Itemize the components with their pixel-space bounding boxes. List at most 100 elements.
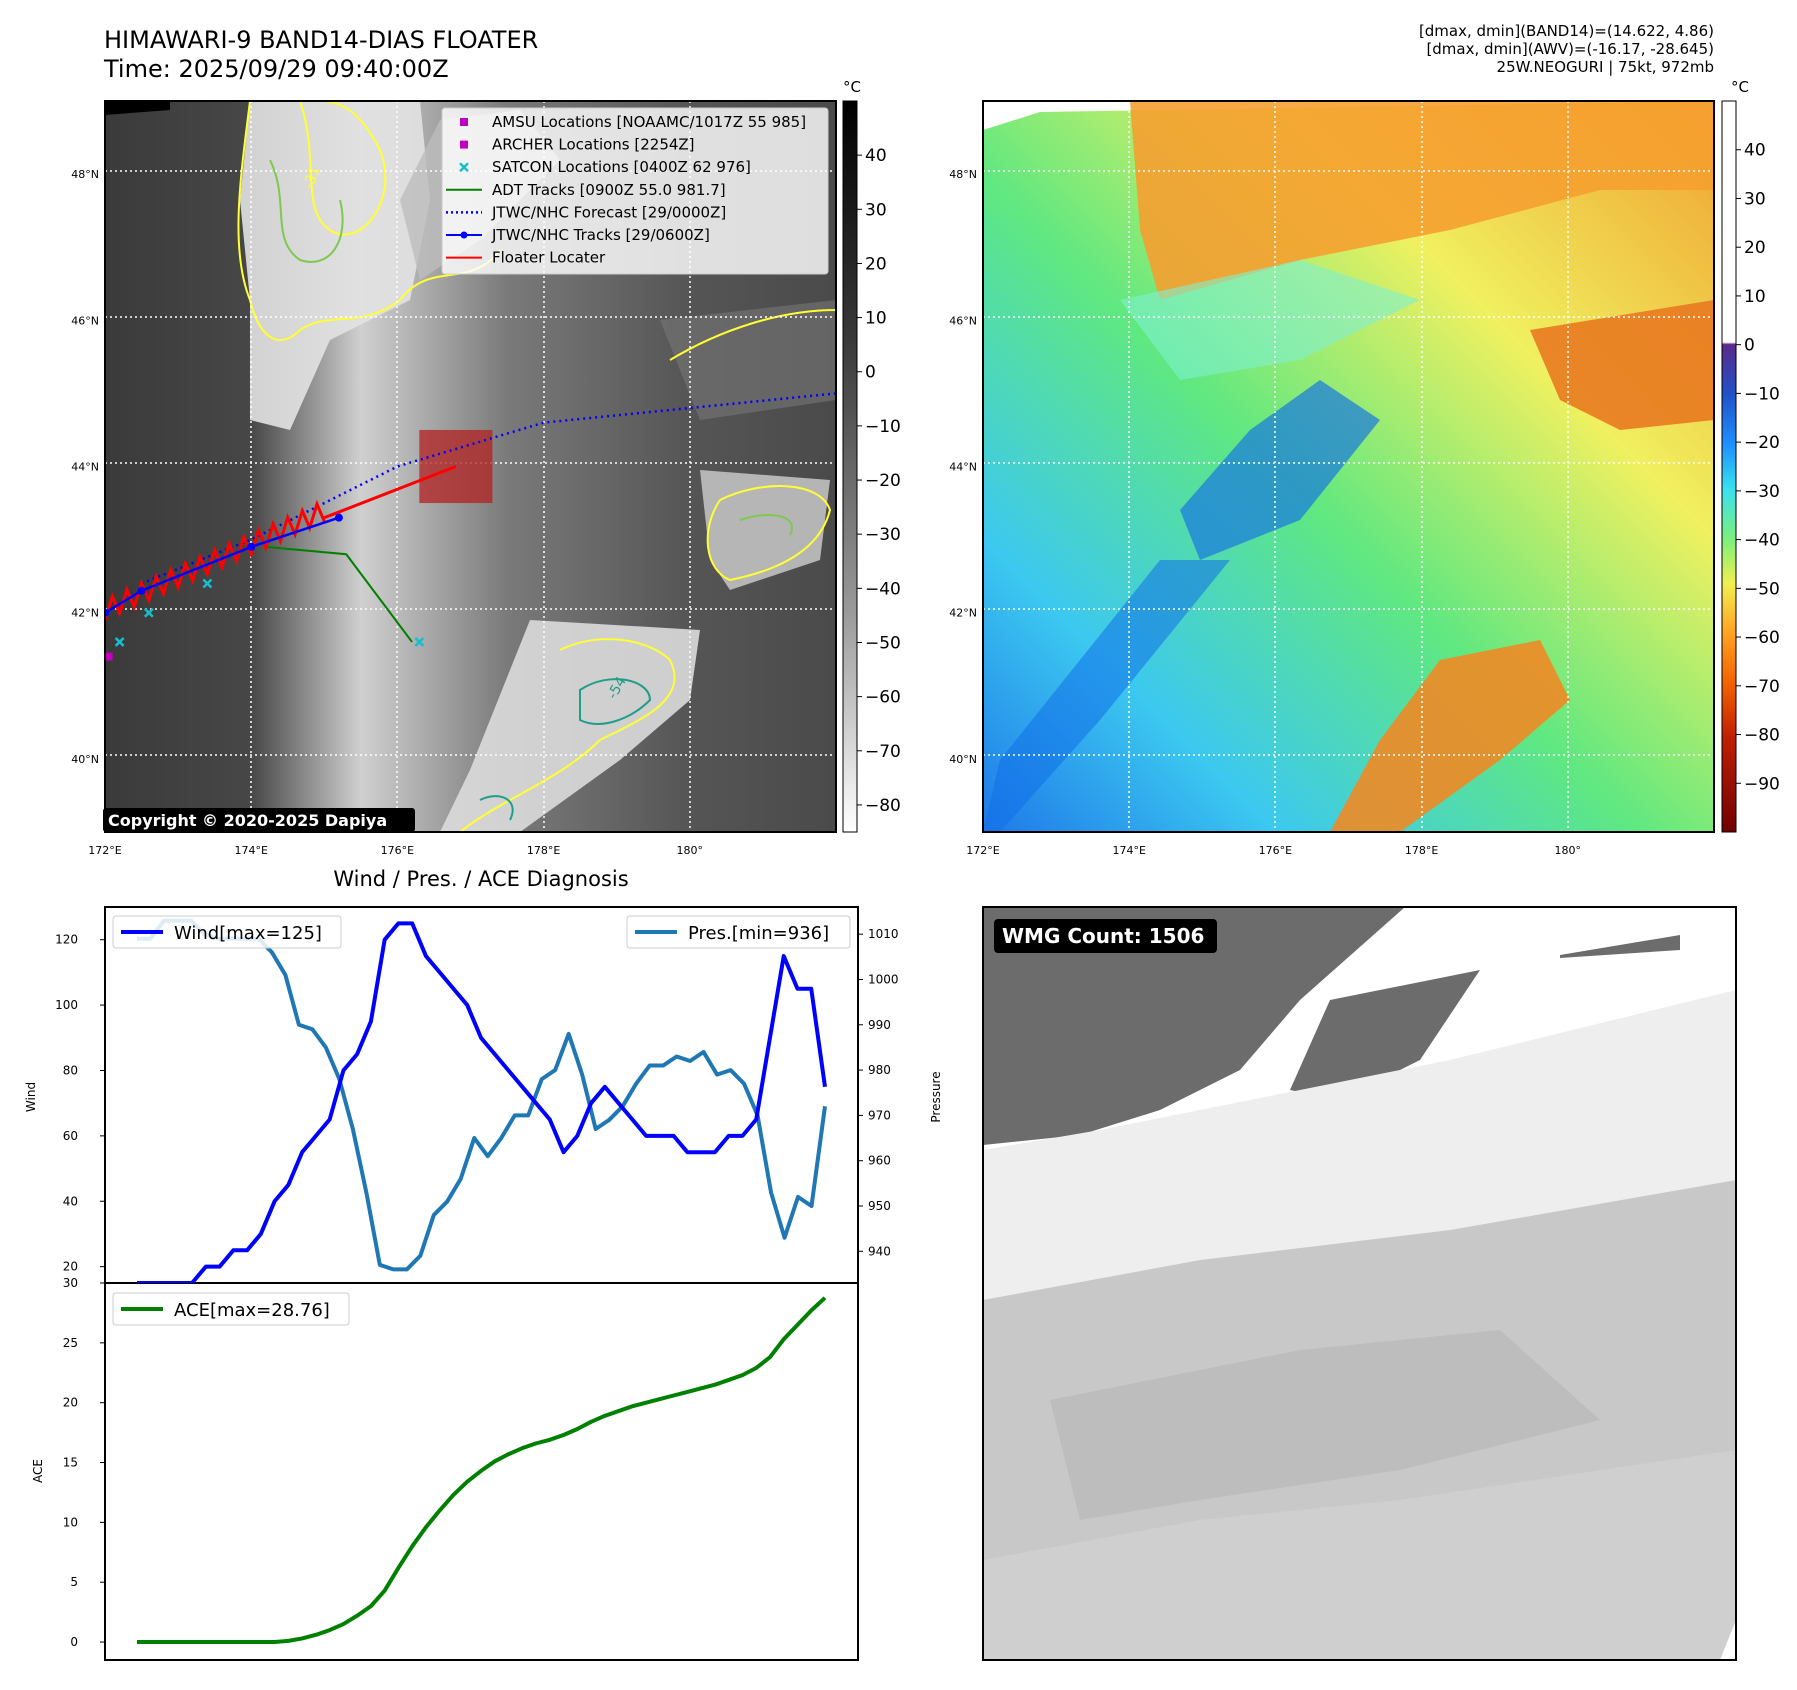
colorbar-tick-label: 0 — [865, 363, 876, 383]
lon-tick-label: 178°E — [527, 844, 560, 857]
copyright-text: Copyright © 2020-2025 Dapiya — [108, 811, 387, 830]
awv-colorbar — [1721, 100, 1737, 833]
figure-title: HIMAWARI-9 BAND14-DIAS FLOATER Time: 202… — [104, 26, 538, 84]
awv-axis-labels: 172°E 174°E 176°E 178°E 180° 48°N 46°N 44°N 42°N… — [949, 168, 1581, 857]
y-tick-label: 990 — [868, 1018, 891, 1032]
y-tick-label: 1010 — [868, 927, 899, 941]
colorbar-tick-label: 10 — [865, 309, 887, 329]
ir-colorbar-ticks: 40 30 20 10 0 −10 −20 −30 −40 −50 −60 −70 −80 — [857, 146, 901, 816]
lat-tick-label: 40°N — [949, 753, 977, 766]
colorbar-tick-label: −10 — [865, 417, 901, 437]
y-tick-label: 40 — [63, 1194, 78, 1208]
colorbar-tick-label: 30 — [1744, 189, 1766, 209]
y-tick-label: 20 — [63, 1396, 78, 1410]
lat-tick-label: 40°N — [71, 753, 99, 766]
adt-track-line — [265, 545, 413, 643]
storm-info-text: 25W.NEOGURI | 75kt, 972mb — [1496, 58, 1714, 76]
lat-tick-label: 46°N — [71, 314, 99, 327]
pressure-legend-label: Pres.[min=936] — [688, 923, 829, 944]
ace-axis-label: ACE — [31, 1459, 45, 1483]
pressure-legend: Pres.[min=936] — [626, 915, 851, 949]
ir-legend: AMSU Locations [NOAAMC/1017Z 55 985] ARCH… — [441, 107, 829, 275]
lat-tick-label: 48°N — [949, 168, 977, 181]
copyright-badge: Copyright © 2020-2025 Dapiya — [103, 808, 415, 832]
colorbar-tick-label: −70 — [865, 742, 901, 762]
y-tick-label: 25 — [63, 1336, 78, 1350]
awv-image — [983, 101, 1714, 832]
satcon-point — [414, 637, 425, 647]
colorbar-tick-label: 10 — [1744, 287, 1766, 307]
ir-colorbar-unit: °C — [843, 78, 861, 96]
pressure-axis-label: Pressure — [929, 1071, 943, 1122]
colorbar-tick-label: −60 — [865, 688, 901, 708]
colorbar-tick-label: −20 — [865, 471, 901, 491]
wind-series-line — [137, 921, 827, 1283]
colorbar-tick-label: 0 — [1744, 336, 1755, 356]
colorbar-tick-label: −30 — [865, 525, 901, 545]
satcon-point — [202, 578, 213, 589]
legend-label: ADT Tracks [0900Z 55.0 981.7] — [492, 181, 726, 199]
wind-axis-label: Wind — [24, 1082, 38, 1112]
legend-item: JTWC/NHC Tracks [29/0600Z] — [446, 226, 710, 244]
colorbar-tick-label: −50 — [1744, 579, 1780, 599]
figure-info: [dmax, dmin](BAND14)=(14.622, 4.86) [dma… — [1419, 22, 1714, 76]
jtwc-track-point — [247, 542, 256, 551]
wmg-panel: WMG Count: 1506 — [982, 906, 1737, 1661]
wmg-count-label: WMG Count: 1506 — [1002, 924, 1204, 948]
timestamp-title: Time: 2025/09/29 09:40:00Z — [104, 55, 449, 83]
y-tick-label: 950 — [868, 1199, 891, 1213]
wmg-count-badge — [994, 919, 1217, 953]
legend-label: AMSU Locations [NOAAMC/1017Z 55 985] — [492, 113, 806, 131]
ace-series-line — [137, 1296, 827, 1645]
ir-colorbar — [842, 100, 858, 833]
ace-legend: ACE[max=28.76] — [112, 1292, 350, 1326]
ir-tracks — [105, 392, 836, 661]
jtwc-track-point — [137, 586, 146, 595]
colorbar-tick-label: −50 — [865, 633, 901, 653]
band14-range-text: [dmax, dmin](BAND14)=(14.622, 4.86) — [1418, 22, 1714, 40]
colorbar-tick-label: −40 — [865, 579, 901, 599]
ir-axis-labels: 172°E 174°E 176°E 178°E 180° 48°N 46°N 44°N 42°N… — [71, 168, 703, 857]
colorbar-tick-label: −10 — [1744, 384, 1780, 404]
legend-item: JTWC/NHC Forecast [29/0000Z] — [446, 203, 726, 221]
lat-tick-label: 44°N — [71, 461, 99, 474]
colorbar-tick-label: −80 — [865, 796, 901, 816]
lat-tick-label: 48°N — [71, 168, 99, 181]
y-tick-label: 970 — [868, 1108, 891, 1122]
ir-map-panel: -31 -54 AMSU Locations [NOAAMC/1017Z 55 … — [71, 78, 901, 857]
legend-label: ARCHER Locations [2254Z] — [492, 136, 695, 154]
satellite-product-title: HIMAWARI-9 BAND14-DIAS FLOATER — [104, 26, 539, 54]
floater-locater-line — [323, 465, 457, 520]
colorbar-tick-label: −20 — [1744, 433, 1780, 453]
diagnosis-panel: Wind / Pres. / ACE Diagnosis Wind Pressu… — [24, 867, 943, 1661]
lon-tick-label: 172°E — [966, 844, 999, 857]
y-tick-label: 980 — [868, 1063, 891, 1077]
y-tick-label: 60 — [63, 1129, 78, 1143]
awv-colorbar-unit: °C — [1731, 78, 1749, 96]
legend-marker-square — [460, 118, 468, 126]
y-tick-label: 20 — [63, 1260, 78, 1274]
lon-tick-label: 174°E — [234, 844, 267, 857]
legend-label: Floater Locater — [492, 249, 606, 267]
y-tick-label: 1000 — [868, 972, 899, 986]
legend-label: SATCON Locations [0400Z 62 976] — [492, 158, 751, 176]
colorbar-tick-label: −80 — [1744, 726, 1780, 746]
lon-tick-label: 174°E — [1112, 844, 1145, 857]
y-tick-label: 80 — [63, 1063, 78, 1077]
colorbar-tick-label: −70 — [1744, 677, 1780, 697]
colorbar-tick-label: 20 — [1744, 238, 1766, 258]
diagnosis-title: Wind / Pres. / ACE Diagnosis — [333, 867, 628, 891]
colorbar-tick-label: 40 — [1744, 141, 1766, 161]
legend-item: Floater Locater — [446, 249, 606, 267]
awv-map-panel: 172°E 174°E 176°E 178°E 180° 48°N 46°N 44°N 42°N… — [949, 78, 1780, 857]
satcon-point — [114, 637, 125, 647]
y-tick-label: 940 — [868, 1244, 891, 1258]
lon-tick-label: 180° — [677, 844, 704, 857]
legend-marker-square — [460, 140, 468, 149]
y-tick-label: 0 — [70, 1635, 78, 1649]
contour-label-31: -31 — [301, 164, 324, 191]
wind-pressure-axes — [104, 906, 859, 1284]
lat-tick-label: 42°N — [949, 607, 977, 620]
lat-tick-label: 44°N — [949, 461, 977, 474]
